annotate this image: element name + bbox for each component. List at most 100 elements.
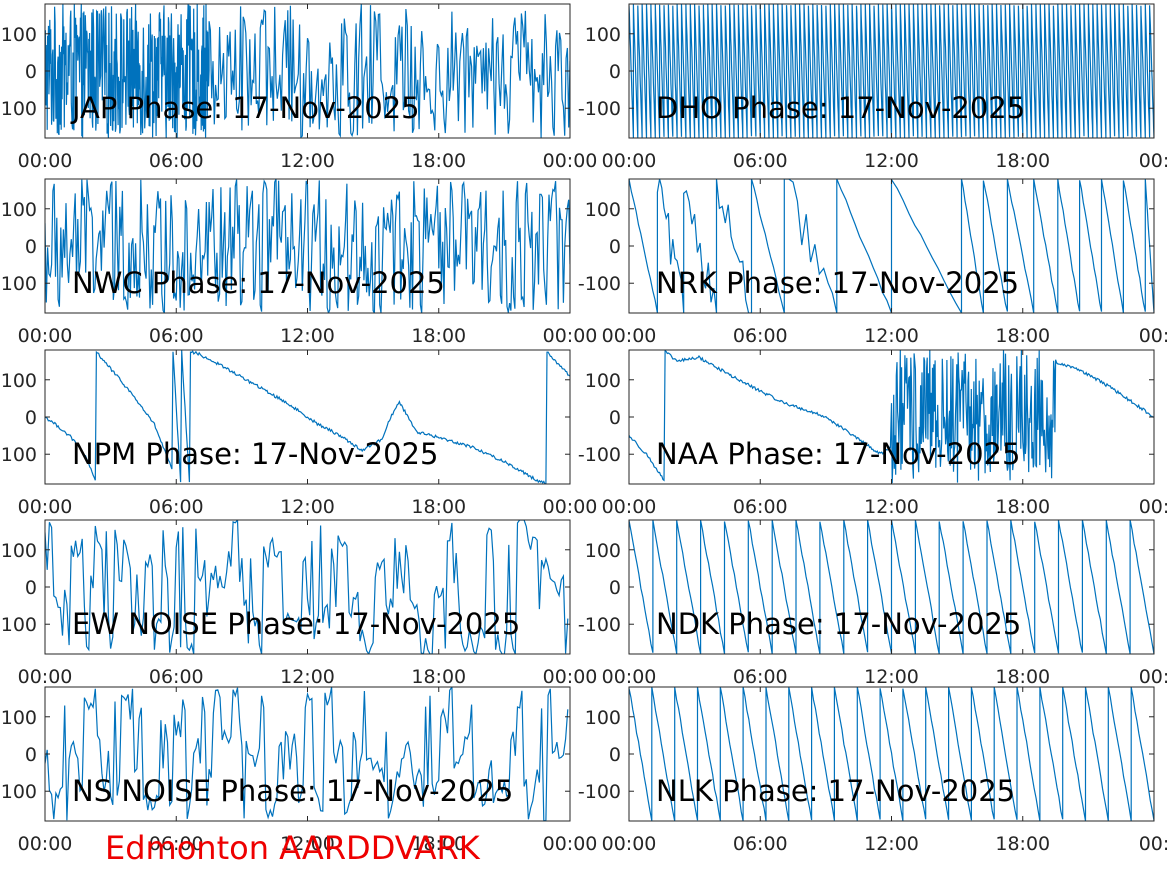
x-tick-label: 00:00 — [543, 325, 598, 347]
x-tick-label: 06:00 — [149, 325, 204, 347]
y-tick-label: 100 — [585, 707, 621, 729]
x-tick-label: 12:00 — [280, 833, 335, 855]
x-tick-label: 06:00 — [733, 496, 788, 518]
y-tick-label: 100 — [1, 24, 37, 46]
x-tick-label: 00: — [1139, 666, 1167, 688]
y-tick-label: 0 — [25, 236, 37, 258]
chart-panel: 100 0 100 00:00 06:00 12:00 18:00 00:00 NWC Phas… — [1, 178, 598, 347]
phase-series-line — [45, 520, 569, 654]
y-tick-label: 100 — [1, 781, 37, 803]
y-tick-label: 0 — [609, 577, 621, 599]
y-tick-label: -100 — [578, 781, 621, 803]
x-tick-label: 00: — [1139, 833, 1167, 855]
y-tick-label: 100 — [1, 199, 37, 221]
chart-panel: 100 0 100 00:00 06:00 12:00 18:00 00:00 NPM Phas… — [1, 349, 598, 518]
phase-series-line — [45, 350, 570, 484]
y-tick-label: 0 — [25, 61, 37, 83]
phase-series-line — [45, 687, 569, 821]
x-tick-label: 18:00 — [995, 150, 1050, 172]
y-tick-label: 0 — [609, 744, 621, 766]
chart-panel: 100 0 -100 00:00 06:00 12:00 18:00 00: DHO Phase… — [578, 3, 1167, 172]
phase-series-line — [629, 687, 1154, 821]
panel-title: NLK Phase: 17-Nov-2025 — [656, 774, 1015, 808]
y-tick-label: 100 — [1, 707, 37, 729]
x-tick-label: 06:00 — [733, 150, 788, 172]
x-tick-label: 18:00 — [411, 496, 466, 518]
x-tick-label: 12:00 — [864, 833, 919, 855]
y-tick-label: 0 — [25, 744, 37, 766]
panel-title: NAA Phase: 17-Nov-2025 — [656, 437, 1020, 471]
y-tick-label: 0 — [609, 407, 621, 429]
y-tick-label: -100 — [578, 444, 621, 466]
panel-title: NDK Phase: 17-Nov-2025 — [656, 607, 1021, 641]
x-tick-label: 06:00 — [149, 150, 204, 172]
phase-series-line — [629, 350, 1154, 484]
x-tick-label: 18:00 — [995, 325, 1050, 347]
y-tick-label: -100 — [578, 273, 621, 295]
chart-panel: 100 0 100 00:00 06:00 12:00 18:00 00:00 JAP Phas… — [1, 3, 598, 172]
chart-panel: 100 0 -100 00:00 06:00 12:00 18:00 00: NAA Phase… — [578, 349, 1167, 518]
x-tick-label: 12:00 — [280, 325, 335, 347]
x-tick-label: 00:00 — [602, 325, 657, 347]
chart-panel: 100 0 -100 00:00 06:00 12:00 18:00 00: NDK Phase… — [578, 519, 1167, 688]
x-tick-label: 00: — [1139, 496, 1167, 518]
panel-title: NS NOISE Phase: 17-Nov-2025 — [72, 774, 513, 808]
y-tick-label: 100 — [1, 98, 37, 120]
panel-title: NRK Phase: 17-Nov-2025 — [656, 266, 1019, 300]
phase-series-line — [629, 520, 1154, 654]
y-tick-label: 100 — [1, 370, 37, 392]
x-tick-label: 06:00 — [733, 833, 788, 855]
x-tick-label: 00:00 — [543, 833, 598, 855]
phase-series-line — [45, 4, 570, 138]
x-tick-label: 18:00 — [411, 833, 466, 855]
panel-title: JAP Phase: 17-Nov-2025 — [70, 91, 420, 125]
x-tick-label: 18:00 — [411, 150, 466, 172]
x-tick-label: 12:00 — [280, 496, 335, 518]
chart-panel: 100 0 -100 00:00 06:00 12:00 18:00 00: NRK Phase… — [578, 178, 1167, 347]
x-tick-label: 12:00 — [864, 325, 919, 347]
x-tick-label: 18:00 — [995, 666, 1050, 688]
panel-title: EW NOISE Phase: 17-Nov-2025 — [72, 607, 520, 641]
x-tick-label: 12:00 — [864, 666, 919, 688]
chart-panel: 100 0 -100 00:00 06:00 12:00 18:00 00: NLK Phase… — [578, 686, 1167, 855]
x-tick-label: 00: — [1139, 325, 1167, 347]
x-tick-label: 00:00 — [18, 833, 73, 855]
panel-title: NPM Phase: 17-Nov-2025 — [72, 437, 438, 471]
x-tick-label: 00:00 — [543, 666, 598, 688]
x-tick-label: 06:00 — [149, 666, 204, 688]
x-tick-label: 18:00 — [995, 496, 1050, 518]
x-tick-label: 00:00 — [602, 496, 657, 518]
x-tick-label: 12:00 — [864, 496, 919, 518]
x-tick-label: 12:00 — [864, 150, 919, 172]
x-tick-label: 12:00 — [280, 666, 335, 688]
y-tick-label: 0 — [25, 407, 37, 429]
phase-series-line — [45, 179, 570, 313]
x-tick-label: 00: — [1139, 150, 1167, 172]
x-tick-label: 00:00 — [18, 496, 73, 518]
x-tick-label: 06:00 — [733, 325, 788, 347]
station-title: Edmonton AARDDVARK — [105, 829, 481, 867]
y-tick-label: -100 — [578, 614, 621, 636]
x-tick-label: 00:00 — [602, 833, 657, 855]
chart-panel: 100 0 100 00:00 06:00 12:00 18:00 00:00 NS NOISE… — [1, 686, 598, 855]
y-tick-label: 100 — [585, 540, 621, 562]
x-tick-label: 00:00 — [18, 150, 73, 172]
y-tick-label: 100 — [585, 199, 621, 221]
x-tick-label: 00:00 — [543, 496, 598, 518]
y-tick-label: 0 — [609, 61, 621, 83]
x-tick-label: 18:00 — [995, 833, 1050, 855]
x-tick-label: 06:00 — [149, 496, 204, 518]
panel-title: DHO Phase: 17-Nov-2025 — [656, 91, 1025, 125]
y-tick-label: 100 — [585, 370, 621, 392]
x-tick-label: 00:00 — [602, 666, 657, 688]
x-tick-label: 18:00 — [411, 325, 466, 347]
chart-panel: 100 0 100 00:00 06:00 12:00 18:00 00:00 EW NOISE… — [1, 519, 598, 688]
y-tick-label: 100 — [1, 540, 37, 562]
y-tick-label: 100 — [1, 444, 37, 466]
y-tick-label: 100 — [585, 24, 621, 46]
x-tick-label: 12:00 — [280, 150, 335, 172]
x-tick-label: 00:00 — [543, 150, 598, 172]
x-tick-label: 06:00 — [149, 833, 204, 855]
x-tick-label: 00:00 — [18, 666, 73, 688]
